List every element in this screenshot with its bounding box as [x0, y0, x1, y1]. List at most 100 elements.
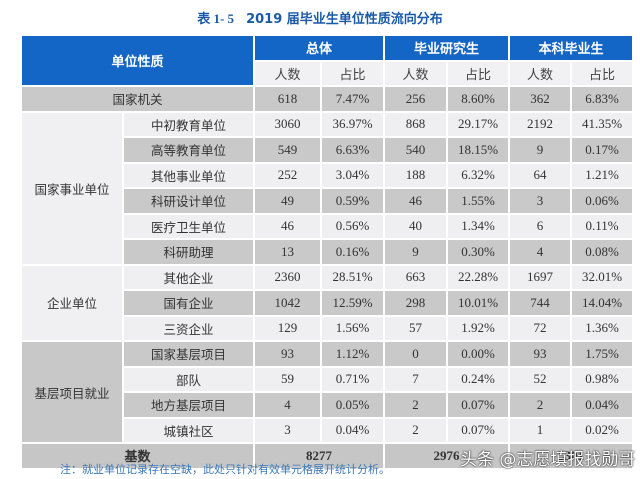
table-number: 表 1- 5 [197, 11, 235, 26]
cell: 6.83% [572, 87, 632, 111]
table-row: 国家事业单位 中初教育单位 3060 36.97% 868 29.17% 219… [22, 112, 632, 264]
cell: 3 [510, 189, 570, 213]
cell: 1042 [255, 291, 320, 315]
cell: 663 [385, 265, 446, 289]
table-note: 注：就业单位记录存在空缺，此处只针对有效单元格展开统计分析。 [60, 463, 390, 476]
cell: 1.75% [572, 342, 632, 366]
cell: 0.56% [322, 214, 383, 238]
cell: 93 [255, 342, 320, 366]
cell: 0.07% [448, 393, 508, 417]
cell: 188 [385, 163, 446, 187]
cell: 32.01% [572, 265, 632, 289]
base-graduate: 2976 [385, 444, 508, 468]
row-label: 医疗卫生单位 [124, 214, 253, 238]
cell: 0.17% [572, 138, 632, 162]
header-category: 单位性质 [22, 36, 253, 85]
table-row: 地方基层项目 4 0.05% 2 0.07% 2 0.04% [22, 393, 632, 417]
cell: 1.12% [322, 342, 383, 366]
cell: 40 [385, 214, 446, 238]
cell: 46 [385, 189, 446, 213]
header-sub: 人数 [255, 61, 320, 85]
row-label: 国有企业 [124, 291, 253, 315]
header-row-2: 人数 占比 人数 占比 人数 占比 [22, 61, 632, 85]
cell: 1.34% [448, 214, 508, 238]
cell: 744 [510, 291, 570, 315]
cell: 4 [510, 240, 570, 264]
cell: 0.04% [572, 393, 632, 417]
header-sub: 占比 [322, 61, 383, 85]
row-label: 地方基层项目 [124, 393, 253, 417]
watermark: 头条 @志愿填报找勋哥 [460, 450, 636, 470]
header-group-undergraduate: 本科毕业生 [510, 36, 632, 60]
table-row: 三资企业 129 1.56% 57 1.92% 72 1.36% [22, 316, 632, 340]
group-label: 基层项目就业 [22, 342, 122, 442]
cell: 0.08% [572, 240, 632, 264]
cell: 1.92% [448, 316, 508, 340]
cell: 129 [255, 316, 320, 340]
header-group-total: 总体 [255, 36, 383, 60]
table-row: 科研设计单位 49 0.59% 46 1.55% 3 0.06% [22, 189, 632, 213]
cell: 618 [255, 87, 320, 111]
cell: 1.21% [572, 163, 632, 187]
base-row: 基数 8277 2976 5301 [22, 444, 632, 468]
cell: 36.97% [322, 112, 383, 136]
cell: 0.04% [322, 418, 383, 442]
cell: 2 [510, 393, 570, 417]
cell: 64 [510, 163, 570, 187]
base-label: 基数 [22, 444, 253, 468]
cell: 3.04% [322, 163, 383, 187]
header-row-1: 单位性质 总体 毕业研究生 本科毕业生 [22, 36, 632, 85]
cell: 868 [385, 112, 446, 136]
table-caption: 2019 届毕业生单位性质流向分布 [246, 12, 443, 27]
row-label: 中初教育单位 [124, 112, 253, 136]
cell: 6.32% [448, 163, 508, 187]
cell: 9 [510, 138, 570, 162]
group-label: 国家事业单位 [22, 112, 122, 264]
cell: 1.36% [572, 316, 632, 340]
table-row: 国有企业 1042 12.59% 298 10.01% 744 14.04% [22, 291, 632, 315]
cell: 12.59% [322, 291, 383, 315]
cell: 7 [385, 367, 446, 391]
cell: 8.60% [448, 87, 508, 111]
cell: 0 [385, 342, 446, 366]
cell: 13 [255, 240, 320, 264]
row-label: 其他事业单位 [124, 163, 253, 187]
table-row: 基层项目就业 国家基层项目 93 1.12% 0 0.00% 93 1.75% [22, 342, 632, 442]
distribution-table: 单位性质 总体 毕业研究生 本科毕业生 人数 占比 人数 占比 人数 占比 国家… [20, 34, 634, 470]
cell: 1 [510, 418, 570, 442]
table-row: 医疗卫生单位 46 0.56% 40 1.34% 6 0.11% [22, 214, 632, 238]
cell: 46 [255, 214, 320, 238]
cell: 9 [385, 240, 446, 264]
row-label: 科研助理 [124, 240, 253, 264]
cell: 298 [385, 291, 446, 315]
row-label: 三资企业 [124, 316, 253, 340]
cell: 0.02% [572, 418, 632, 442]
cell: 0.00% [448, 342, 508, 366]
table-row: 城镇社区 3 0.04% 2 0.07% 1 0.02% [22, 418, 632, 442]
cell: 362 [510, 87, 570, 111]
cell: 0.05% [322, 393, 383, 417]
row-label: 国家基层项目 [124, 342, 253, 366]
cell: 49 [255, 189, 320, 213]
cell: 52 [510, 367, 570, 391]
cell: 1697 [510, 265, 570, 289]
cell: 1.56% [322, 316, 383, 340]
table-row: 其他事业单位 252 3.04% 188 6.32% 64 1.21% [22, 163, 632, 187]
cell: 252 [255, 163, 320, 187]
cell: 2360 [255, 265, 320, 289]
cell: 0.06% [572, 189, 632, 213]
row-label: 国家机关 [22, 87, 253, 111]
cell: 6 [510, 214, 570, 238]
cell: 0.71% [322, 367, 383, 391]
cell: 18.15% [448, 138, 508, 162]
header-group-graduate: 毕业研究生 [385, 36, 508, 60]
cell: 0.11% [572, 214, 632, 238]
group-label: 企业单位 [22, 265, 122, 340]
cell: 22.28% [448, 265, 508, 289]
header-sub: 人数 [385, 61, 446, 85]
cell: 29.17% [448, 112, 508, 136]
cell: 0.98% [572, 367, 632, 391]
cell: 41.35% [572, 112, 632, 136]
base-total: 8277 [255, 444, 383, 468]
table-title: 表 1- 5 2019 届毕业生单位性质流向分布 [0, 8, 640, 28]
